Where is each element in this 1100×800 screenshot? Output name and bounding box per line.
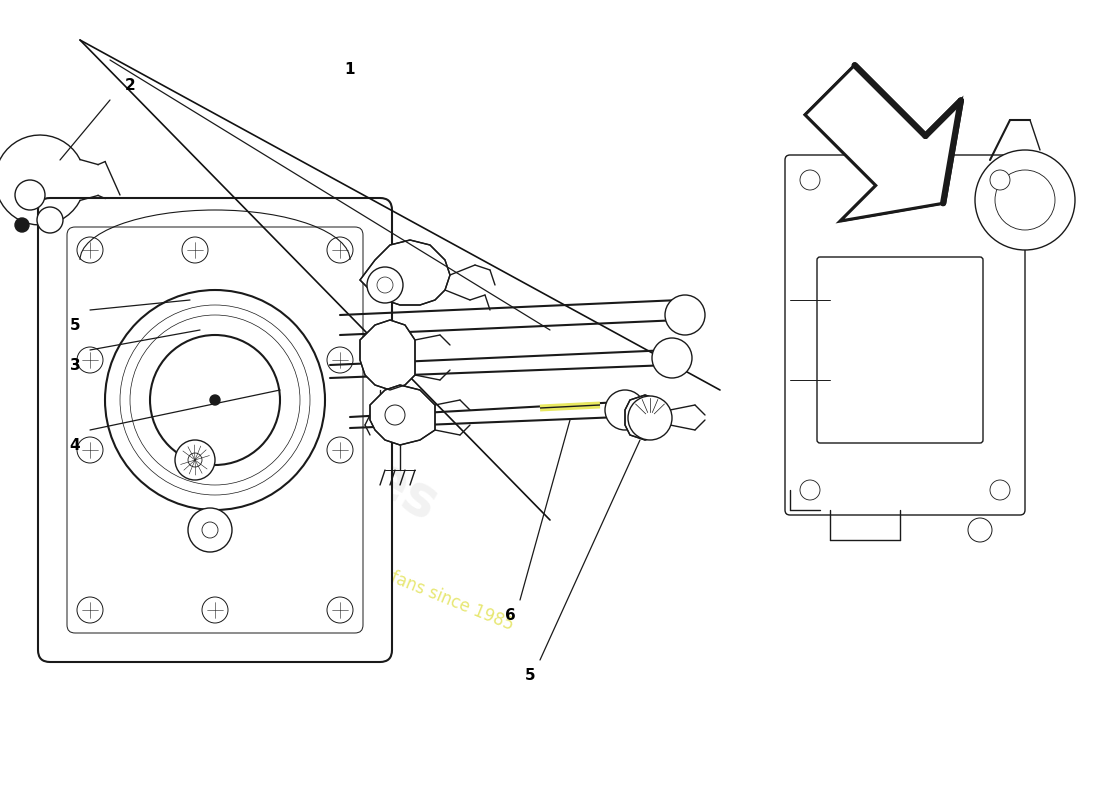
Text: euroSPares: euroSPares xyxy=(112,307,448,533)
Circle shape xyxy=(188,508,232,552)
Circle shape xyxy=(327,237,353,263)
FancyBboxPatch shape xyxy=(785,155,1025,515)
Circle shape xyxy=(77,347,103,373)
Text: 1: 1 xyxy=(344,62,355,78)
Circle shape xyxy=(150,335,280,465)
Polygon shape xyxy=(805,66,960,221)
Circle shape xyxy=(104,290,324,510)
Circle shape xyxy=(975,150,1075,250)
Circle shape xyxy=(120,305,310,495)
Circle shape xyxy=(175,440,214,480)
Circle shape xyxy=(202,522,218,538)
Circle shape xyxy=(327,437,353,463)
Circle shape xyxy=(996,170,1055,230)
Circle shape xyxy=(77,597,103,623)
Circle shape xyxy=(130,315,300,485)
Text: 5: 5 xyxy=(69,318,80,333)
Text: a passion for fans since 1985: a passion for fans since 1985 xyxy=(284,526,516,634)
Circle shape xyxy=(652,338,692,378)
Circle shape xyxy=(182,237,208,263)
FancyBboxPatch shape xyxy=(67,227,363,633)
Circle shape xyxy=(327,597,353,623)
FancyBboxPatch shape xyxy=(817,257,983,443)
Circle shape xyxy=(377,277,393,293)
Polygon shape xyxy=(805,66,960,221)
Circle shape xyxy=(800,480,820,500)
Circle shape xyxy=(15,218,29,232)
Circle shape xyxy=(37,207,63,233)
Circle shape xyxy=(666,295,705,335)
Circle shape xyxy=(385,405,405,425)
Text: 2: 2 xyxy=(124,78,135,93)
Circle shape xyxy=(77,237,103,263)
Text: 5: 5 xyxy=(525,667,536,682)
Circle shape xyxy=(210,395,220,405)
Polygon shape xyxy=(360,240,450,305)
Circle shape xyxy=(327,347,353,373)
Polygon shape xyxy=(625,395,670,440)
Polygon shape xyxy=(360,320,415,390)
Text: 6: 6 xyxy=(505,607,516,622)
FancyBboxPatch shape xyxy=(39,198,392,662)
Text: 3: 3 xyxy=(69,358,80,373)
Circle shape xyxy=(628,396,672,440)
Circle shape xyxy=(77,437,103,463)
Circle shape xyxy=(188,453,202,467)
Circle shape xyxy=(990,170,1010,190)
Circle shape xyxy=(968,518,992,542)
Circle shape xyxy=(605,390,645,430)
Polygon shape xyxy=(370,385,434,445)
Circle shape xyxy=(990,480,1010,500)
Circle shape xyxy=(800,170,820,190)
Circle shape xyxy=(367,267,403,303)
Circle shape xyxy=(202,597,228,623)
Circle shape xyxy=(15,180,45,210)
Text: 4: 4 xyxy=(69,438,80,453)
